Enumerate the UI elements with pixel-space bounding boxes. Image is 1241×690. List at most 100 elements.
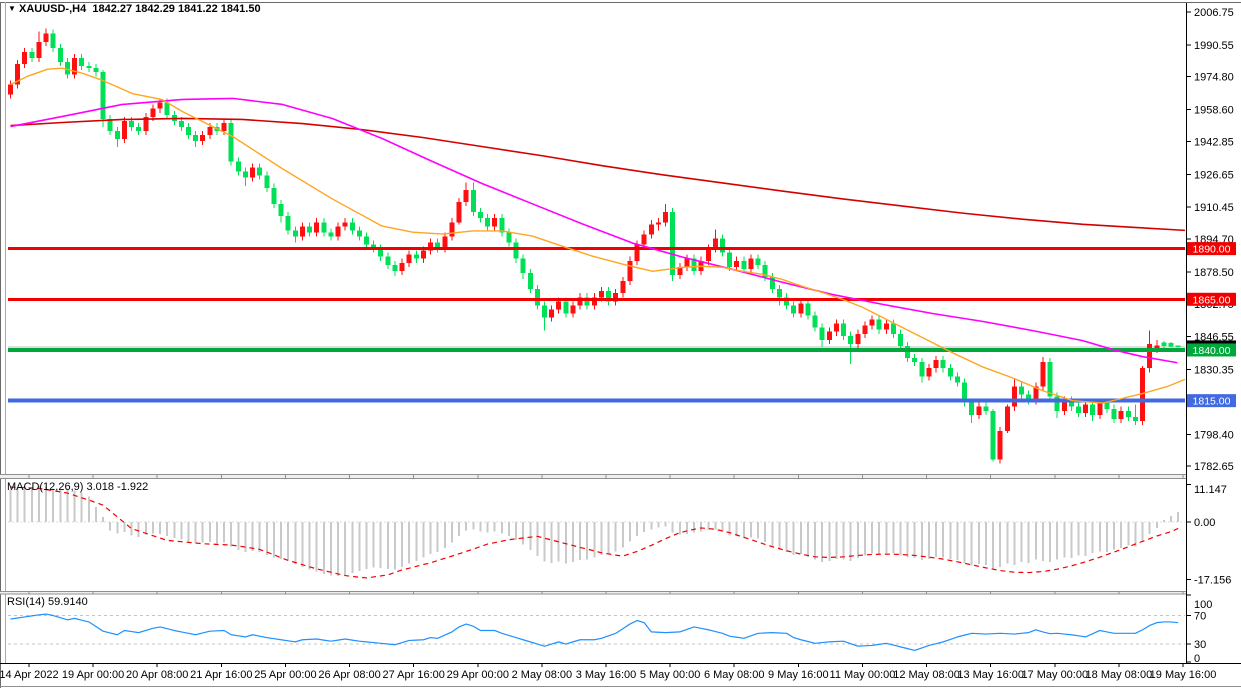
candle — [556, 301, 562, 310]
candle — [506, 232, 512, 243]
candle — [392, 264, 398, 271]
candle — [940, 360, 946, 369]
date-label: 14 Apr 2022 — [0, 669, 59, 681]
price-tick-label: 1910.45 — [1194, 202, 1234, 214]
candle — [627, 260, 633, 282]
candle — [242, 171, 248, 178]
candle — [1161, 342, 1167, 346]
candle — [79, 58, 85, 67]
ma-mid-line — [10, 97, 1178, 364]
candle — [812, 315, 818, 328]
candle — [321, 222, 327, 233]
macd-signal-line — [10, 486, 1179, 579]
candle — [1040, 362, 1046, 387]
candle — [862, 325, 868, 334]
candle — [691, 258, 697, 271]
candle — [954, 376, 960, 383]
candle — [606, 291, 612, 302]
candle — [641, 234, 647, 245]
rsi-indicator-label: RSI(14) 59.9140 — [7, 596, 88, 608]
candle — [791, 305, 797, 314]
candle — [8, 84, 13, 95]
price-tick-label: 2006.75 — [1194, 7, 1234, 19]
candle — [876, 319, 882, 330]
candle — [520, 258, 526, 273]
candle — [905, 345, 911, 359]
candle — [584, 297, 590, 306]
candle — [620, 281, 626, 294]
candle — [819, 327, 825, 340]
candle — [570, 305, 576, 314]
candle — [534, 289, 540, 306]
date-label: 19 Apr 00:00 — [62, 669, 124, 681]
time-axis[interactable] — [0, 663, 1241, 687]
price-tick-label: 1974.80 — [1194, 72, 1234, 84]
candle — [1168, 342, 1174, 347]
candle — [442, 236, 448, 249]
candle — [292, 230, 298, 237]
candle — [755, 258, 761, 265]
candle — [1061, 400, 1067, 411]
candle — [157, 102, 163, 109]
date-label: 29 Apr 00:00 — [447, 669, 509, 681]
candle — [364, 236, 369, 245]
splitter-macd-rsi[interactable] — [0, 591, 1186, 595]
rsi-tick-label: 70 — [1194, 611, 1206, 623]
candle — [428, 242, 434, 251]
candle — [741, 260, 747, 269]
candle — [93, 68, 99, 73]
candle — [420, 250, 426, 259]
splitter-main-macd[interactable] — [0, 474, 1186, 479]
symbol-dropdown-icon[interactable]: ▼ — [8, 4, 16, 13]
candle — [470, 189, 476, 213]
symbol-timeframe-label: XAUUSD-,H4 — [18, 3, 87, 15]
candle — [406, 254, 412, 263]
candle — [378, 248, 384, 257]
macd-tick-label: 11.147 — [1194, 484, 1227, 496]
candle — [186, 126, 191, 136]
rsi-tick-label: 100 — [1194, 599, 1212, 611]
candle — [1147, 343, 1153, 369]
candle — [15, 64, 21, 85]
candle — [328, 232, 334, 237]
candle — [1125, 410, 1131, 417]
candle — [684, 258, 690, 267]
candle — [86, 66, 92, 69]
candle — [435, 242, 441, 249]
candle — [513, 242, 519, 259]
price-tick-label: 1798.40 — [1194, 429, 1234, 441]
candle — [492, 218, 498, 227]
candle — [663, 212, 669, 223]
candle — [1140, 368, 1146, 421]
macd-tick-label: -17.156 — [1194, 574, 1231, 586]
candle — [463, 189, 469, 202]
price-axis[interactable] — [1186, 3, 1241, 663]
price-badge-1815.00 — [1187, 394, 1236, 408]
price-badge-1865.00 — [1187, 292, 1236, 306]
date-label: 13 May 16:00 — [957, 669, 1024, 681]
candle — [983, 406, 989, 411]
date-label: 25 Apr 00:00 — [254, 669, 316, 681]
candle — [193, 135, 199, 142]
candle — [72, 58, 78, 75]
candle — [228, 122, 234, 162]
candle — [648, 224, 654, 235]
candle — [399, 262, 405, 271]
candle — [107, 118, 113, 132]
candle — [826, 331, 832, 340]
date-label: 21 Apr 16:00 — [190, 669, 252, 681]
candle — [200, 135, 206, 142]
candle — [1090, 404, 1096, 415]
candle — [912, 358, 918, 363]
candle — [1083, 404, 1089, 413]
candle — [670, 212, 676, 275]
candle — [413, 254, 419, 259]
candle — [577, 297, 583, 306]
candle — [947, 368, 953, 377]
candle — [257, 167, 263, 176]
candle — [976, 406, 982, 415]
candle — [57, 47, 63, 63]
candle — [207, 126, 213, 136]
date-label: 12 May 08:00 — [893, 669, 960, 681]
